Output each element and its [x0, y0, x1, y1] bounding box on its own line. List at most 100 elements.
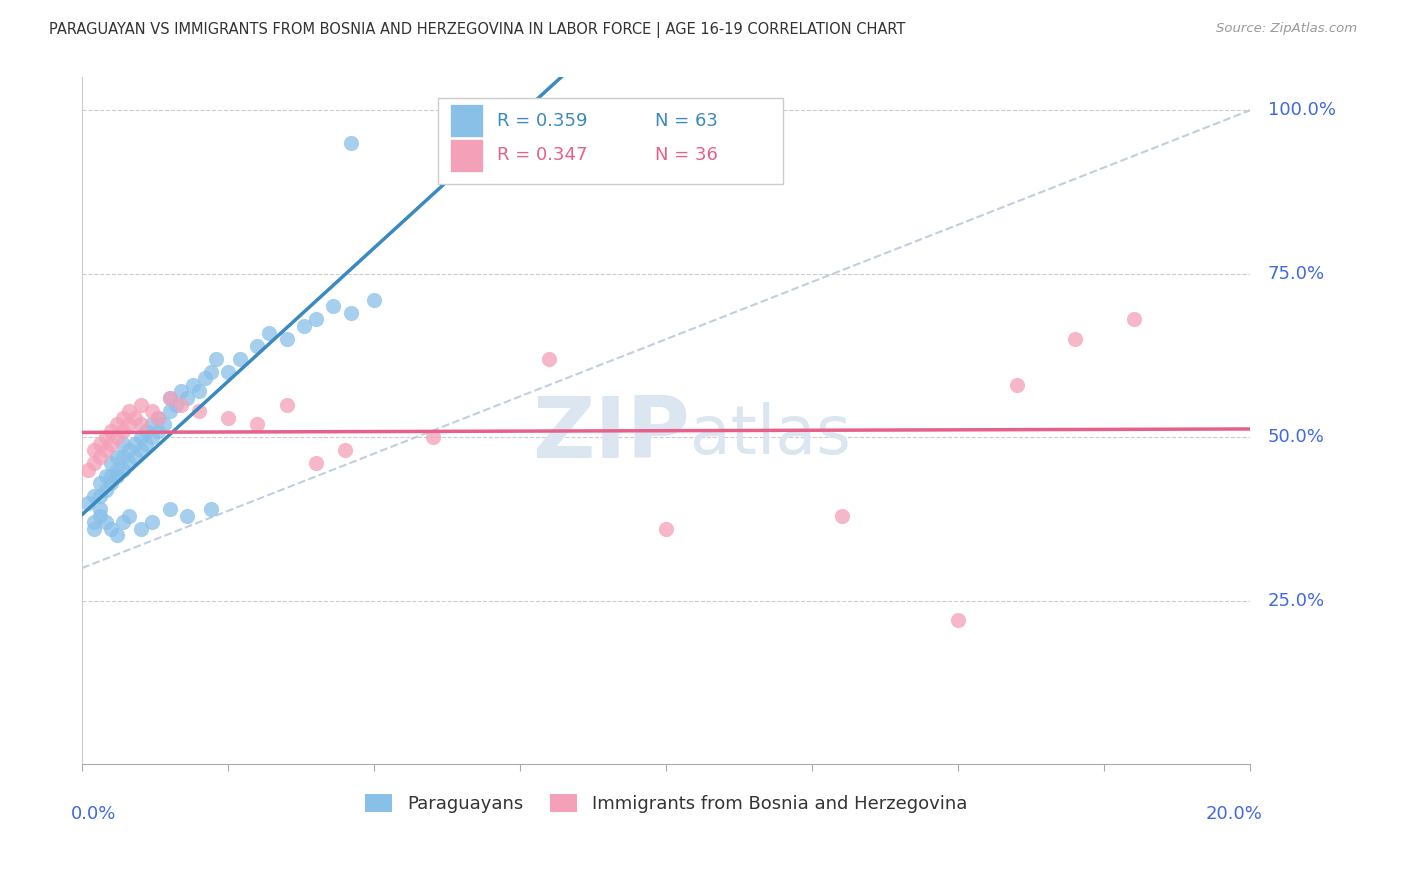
Text: Source: ZipAtlas.com: Source: ZipAtlas.com [1216, 22, 1357, 36]
Point [94, 443, 117, 458]
Text: 20.0%: 20.0% [1205, 805, 1263, 823]
Point [94, 469, 117, 483]
Point [100, 436, 122, 450]
Point [89, 450, 111, 464]
Point [1005, 377, 1028, 392]
Point [129, 430, 152, 444]
Text: ZIP: ZIP [531, 393, 689, 476]
Point [159, 391, 181, 405]
Point [159, 391, 181, 405]
Point [124, 450, 146, 464]
Point [100, 456, 122, 470]
Point [159, 404, 181, 418]
Point [165, 397, 187, 411]
Point [176, 391, 198, 405]
Point [363, 293, 385, 307]
Point [124, 410, 146, 425]
Point [141, 404, 163, 418]
Point [188, 384, 211, 399]
Point [176, 508, 198, 523]
Point [100, 469, 122, 483]
Point [100, 475, 122, 490]
Point [112, 424, 135, 438]
Point [257, 326, 280, 340]
Point [77, 495, 100, 509]
Point [305, 456, 328, 470]
Point [276, 397, 298, 411]
Point [229, 351, 252, 366]
Point [100, 424, 122, 438]
Point [83, 456, 105, 470]
Point [141, 515, 163, 529]
Bar [450, 104, 482, 137]
Text: 0.0%: 0.0% [70, 805, 115, 823]
Point [1122, 312, 1144, 326]
Point [141, 430, 163, 444]
Text: 75.0%: 75.0% [1268, 265, 1324, 283]
Point [159, 502, 181, 516]
Point [217, 410, 239, 425]
Point [831, 508, 853, 523]
Point [194, 371, 217, 385]
Point [89, 489, 111, 503]
Point [83, 443, 105, 458]
Point [181, 377, 204, 392]
Point [246, 417, 269, 431]
Point [129, 522, 152, 536]
Point [105, 430, 128, 444]
Point [105, 417, 128, 431]
Point [170, 397, 193, 411]
Point [89, 502, 111, 516]
Point [129, 397, 152, 411]
Point [89, 475, 111, 490]
Point [89, 436, 111, 450]
Point [146, 410, 169, 425]
Point [105, 528, 128, 542]
Point [135, 424, 157, 438]
Point [538, 351, 561, 366]
Point [340, 306, 363, 320]
Text: N = 36: N = 36 [655, 146, 717, 164]
FancyBboxPatch shape [439, 98, 783, 184]
Point [322, 299, 344, 313]
Point [118, 456, 141, 470]
Point [200, 502, 222, 516]
Point [153, 417, 176, 431]
Point [276, 332, 298, 346]
Text: PARAGUAYAN VS IMMIGRANTS FROM BOSNIA AND HERZEGOVINA IN LABOR FORCE | AGE 16-19 : PARAGUAYAN VS IMMIGRANTS FROM BOSNIA AND… [49, 22, 905, 38]
Point [655, 522, 678, 536]
Text: 50.0%: 50.0% [1268, 428, 1324, 446]
Point [246, 338, 269, 352]
Point [100, 522, 122, 536]
Point [118, 443, 141, 458]
Point [112, 410, 135, 425]
Point [112, 463, 135, 477]
Text: N = 63: N = 63 [655, 112, 717, 129]
Point [118, 508, 141, 523]
Point [124, 436, 146, 450]
Text: atlas: atlas [689, 401, 851, 467]
Point [105, 469, 128, 483]
Text: 25.0%: 25.0% [1268, 591, 1324, 610]
Point [217, 365, 239, 379]
Point [83, 515, 105, 529]
Point [200, 365, 222, 379]
Point [205, 351, 228, 366]
Point [135, 436, 157, 450]
Bar [450, 138, 482, 171]
Point [83, 489, 105, 503]
Point [292, 318, 315, 333]
Text: 100.0%: 100.0% [1268, 101, 1336, 120]
Point [112, 436, 135, 450]
Point [141, 417, 163, 431]
Point [112, 515, 135, 529]
Point [89, 508, 111, 523]
Point [188, 404, 211, 418]
Point [105, 463, 128, 477]
Point [305, 312, 328, 326]
Point [146, 424, 169, 438]
Point [948, 613, 970, 627]
Point [112, 450, 135, 464]
Legend: Paraguayans, Immigrants from Bosnia and Herzegovina: Paraguayans, Immigrants from Bosnia and … [359, 788, 974, 821]
Point [422, 430, 444, 444]
